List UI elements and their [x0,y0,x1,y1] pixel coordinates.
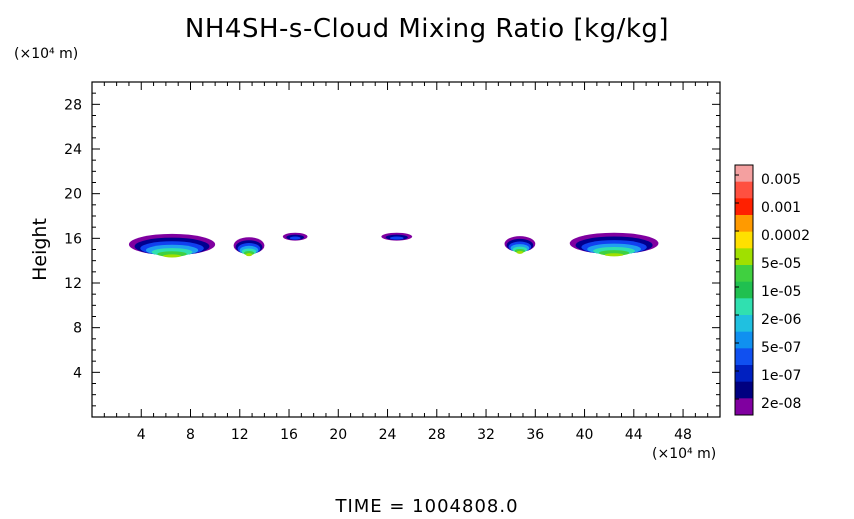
x-tick-label: 40 [576,427,594,443]
colorbar-segment [735,265,753,283]
colorbar-frame [734,164,754,416]
colorbar-label: 1e-05 [761,284,801,300]
colorbar-segment [735,181,753,199]
colorbar-label: 2e-06 [761,312,801,328]
colorbar-segment [735,381,753,399]
colorbar-segment [735,215,753,233]
colorbar-label: 1e-07 [761,368,801,384]
x-tick-label: 16 [280,427,298,443]
colorbar-segment [735,248,753,266]
y-tick-label: 28 [64,97,82,113]
colorbar: 0.005 0.001 0.0002 5e-05 1e-05 2e-06 5e-07 1e-0… [734,164,810,416]
cloud-patch [162,254,182,258]
plot-area [128,232,659,258]
x-axis-unit: (×10⁴ m) [652,446,717,462]
colorbar-label: 5e-05 [761,256,801,272]
colorbar-segment [735,348,753,366]
time-label: TIME = 1004808.0 [335,496,519,517]
x-tick-label: 24 [379,427,397,443]
y-tick-label: 16 [64,231,82,247]
x-axis: 4 8 12 16 20 24 28 32 36 40 44 48 [103,82,709,443]
cloud-patch [245,253,253,257]
colorbar-segment [735,298,753,316]
cloud-patch [289,236,301,240]
y-tick-label: 4 [73,365,82,381]
x-tick-label: 4 [137,427,146,443]
x-tick-label: 28 [428,427,446,443]
x-tick-label: 12 [231,427,249,443]
colorbar-label: 0.005 [761,172,801,188]
colorbar-label: 2e-08 [761,396,801,412]
x-tick-label: 20 [329,427,347,443]
y-axis-unit: (×10⁴ m) [14,46,79,62]
x-tick-label: 8 [186,427,195,443]
cloud-patch [604,253,624,257]
cloud-patch [389,236,404,240]
y-tick-label: 20 [64,187,82,203]
colorbar-segment [735,231,753,249]
y-tick-label: 12 [64,276,82,292]
colorbar-segment [735,331,753,349]
colorbar-segment [735,281,753,299]
y-tick-label: 24 [64,142,82,158]
colorbar-segment [735,398,753,416]
colorbar-segment [735,365,753,383]
x-tick-label: 44 [625,427,643,443]
cloud-patch [516,250,524,254]
colorbar-segment [735,198,753,216]
colorbar-segment [735,315,753,333]
chart-title: NH4SH-s-Cloud Mixing Ratio [kg/kg] [184,14,670,44]
x-tick-label: 48 [674,427,692,443]
colorbar-label: 5e-07 [761,340,801,356]
x-tick-label: 32 [477,427,495,443]
y-axis-label: Height [29,218,51,281]
colorbar-label: 0.001 [761,200,801,216]
x-tick-label: 36 [526,427,544,443]
y-axis: 4 8 12 16 20 24 28 [64,92,720,407]
colorbar-label: 0.0002 [761,228,810,244]
y-tick-label: 8 [73,321,82,337]
colorbar-segment [735,165,753,183]
